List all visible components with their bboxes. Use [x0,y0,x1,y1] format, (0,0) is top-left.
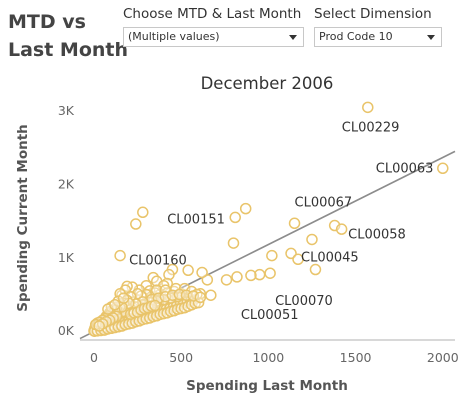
x-tick-label: 500 [169,350,193,365]
y-axis-label: Spending Current Month [15,124,31,312]
chevron-down-icon[interactable] [427,35,435,40]
data-point[interactable] [292,253,304,266]
y-tick-label: 0K [58,323,75,338]
data-point[interactable] [335,223,348,235]
x-axis-label: Spending Last Month [186,378,348,394]
data-point[interactable] [362,101,374,114]
point-label: CL00051 [241,308,299,323]
data-point[interactable] [245,269,257,282]
data-point[interactable] [205,289,217,301]
data-point[interactable] [117,292,130,304]
page-title-line-1: MTD vs [8,11,86,33]
point-label: CL00045 [301,250,359,265]
data-point[interactable] [253,268,266,281]
data-point[interactable] [229,211,241,224]
data-point[interactable] [149,299,161,312]
chart-title: December 2006 [201,74,334,93]
data-point[interactable] [130,218,142,230]
data-point[interactable] [220,274,233,286]
dimension-dropdown-value: Prod Code 10 [319,30,393,43]
filter-dimension-label: Select Dimension [314,6,432,22]
data-point[interactable] [227,237,240,249]
x-tick-label: 1500 [340,350,372,365]
x-tick-label: 0 [90,350,98,365]
data-point[interactable] [437,162,449,175]
data-point[interactable] [288,217,301,230]
dimension-dropdown[interactable]: Prod Code 10 [314,27,442,47]
point-label: CL00063 [376,161,434,176]
data-point[interactable] [170,282,182,295]
y-tick-label: 2K [58,176,75,191]
page-title: MTD vs Last Month [8,8,128,64]
data-point[interactable] [109,299,121,311]
data-point[interactable] [137,206,149,219]
point-label: CL00067 [295,195,353,210]
point-label: CL00229 [342,120,400,135]
data-point[interactable] [306,233,318,246]
y-tick-label: 3K [58,103,75,118]
data-point[interactable] [264,267,276,279]
x-tick-label: 2000 [427,350,458,365]
filter-month-label: Choose MTD & Last Month [123,6,302,22]
x-tick-label: 1000 [252,350,284,365]
data-point[interactable] [93,320,105,332]
month-dropdown[interactable]: (Multiple values) [123,27,304,47]
chevron-down-icon[interactable] [289,35,297,40]
data-point[interactable] [196,266,208,279]
point-label: CL00151 [167,212,225,227]
y-tick-label: 1K [58,250,75,265]
point-label: CL00070 [275,294,333,309]
data-point[interactable] [163,268,175,281]
point-label: CL00160 [129,254,187,269]
page-title-line-2: Last Month [8,39,129,61]
data-point[interactable] [194,291,207,304]
filter-month: Choose MTD & Last Month (Multiple values… [123,6,304,47]
point-label: CL00058 [348,227,406,242]
data-point[interactable] [231,271,243,283]
data-point[interactable] [309,263,322,276]
month-dropdown-value: (Multiple values) [128,30,220,43]
data-point[interactable] [182,264,194,277]
data-point[interactable] [239,202,252,215]
data-point[interactable] [266,249,278,262]
data-point[interactable] [114,249,126,262]
filter-dimension: Select Dimension Prod Code 10 [314,6,442,47]
